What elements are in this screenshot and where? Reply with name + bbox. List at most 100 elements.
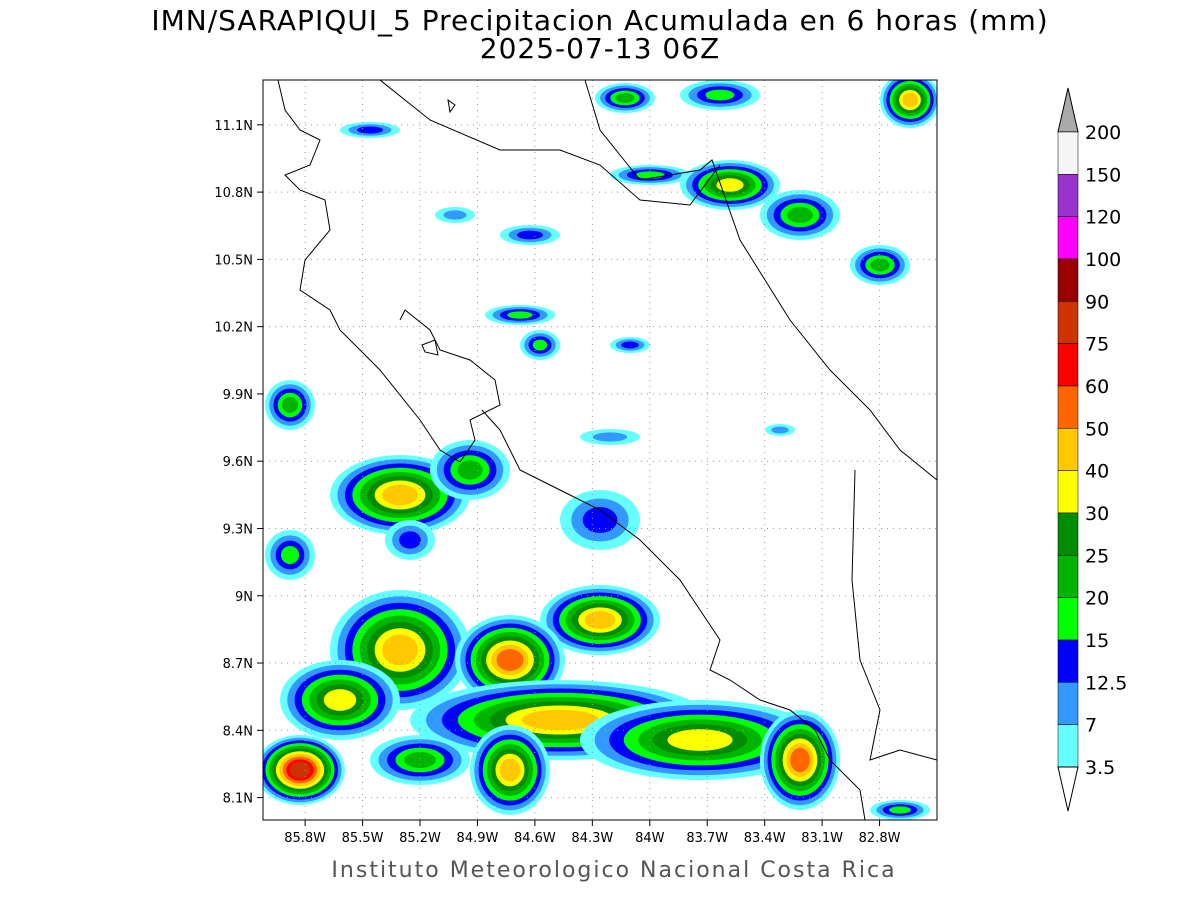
rain-contour <box>584 611 616 629</box>
rain-contour <box>532 339 548 351</box>
y-tick-label: 11.1N <box>214 119 253 134</box>
rain-contour <box>902 92 918 108</box>
colorbar-label: 200 <box>1085 122 1121 144</box>
x-tick-label: 85.8W <box>284 831 326 846</box>
y-tick-label: 8.4N <box>223 724 253 739</box>
colorbar-label: 90 <box>1085 291 1109 313</box>
colorbar-box <box>1057 216 1079 260</box>
rain-contour <box>507 311 533 319</box>
x-tick-label: 85.5W <box>342 831 384 846</box>
footer: Instituto Meteorologico Nacional Costa R… <box>331 858 896 883</box>
rain-contour <box>443 210 467 220</box>
colorbar-box <box>1057 597 1079 641</box>
pacific-coast-south <box>481 409 866 820</box>
colorbar-label: 15 <box>1085 630 1109 652</box>
caribbean-coast <box>584 80 937 481</box>
y-tick-label: 10.2N <box>214 321 253 336</box>
rain-contour <box>716 178 744 192</box>
subtitle: 2025-07-13 06Z <box>480 32 720 65</box>
colorbar-label: 20 <box>1085 588 1109 610</box>
y-tick-label: 9.3N <box>223 522 253 537</box>
x-tick-label: 84.3W <box>571 831 613 846</box>
x-tick-label: 84.6W <box>514 831 556 846</box>
rain-contour <box>499 758 521 782</box>
y-tick-label: 8.7N <box>223 657 253 672</box>
colorbar-box <box>1057 343 1079 387</box>
rain-contour <box>592 432 628 442</box>
rain-contour <box>382 484 418 506</box>
colorbar-box <box>1057 555 1079 598</box>
colorbar-box <box>1057 258 1079 302</box>
rain-contour <box>635 171 665 179</box>
rain-contour <box>357 126 383 134</box>
rain-contour <box>615 93 635 103</box>
colorbar-box <box>1057 131 1079 175</box>
y-tick-label: 10.5N <box>214 253 253 268</box>
panama-border <box>851 469 937 761</box>
plot-frame <box>262 79 938 821</box>
y-tick-label: 9.9N <box>223 388 253 403</box>
x-tick-label: 83.1W <box>801 831 843 846</box>
colorbar-box <box>1057 301 1079 344</box>
pacific-coast <box>277 80 501 463</box>
colorbar-box <box>1057 639 1079 683</box>
colorbar-box <box>1057 724 1079 768</box>
colorbar-label: 50 <box>1085 418 1109 440</box>
rain-contour <box>521 709 599 731</box>
title: IMN/SARAPIQUI_5 Precipitacion Acumulada … <box>151 4 1048 37</box>
lake <box>421 339 439 356</box>
y-tick-label: 10.8N <box>214 186 253 201</box>
x-tick-label: 85.2W <box>399 831 441 846</box>
rain-contour <box>667 729 733 751</box>
colorbar-box <box>1057 512 1079 556</box>
rain-contour <box>787 207 813 223</box>
colorbar-label: 7 <box>1085 715 1097 737</box>
y-tick-label: 8.1N <box>223 792 253 807</box>
colorbar-label: 60 <box>1085 376 1109 398</box>
rain-contour <box>280 545 300 565</box>
x-tick-label: 83.4W <box>744 831 786 846</box>
rain-contour <box>457 460 483 480</box>
colorbar-label: 3.5 <box>1085 757 1115 779</box>
colorbar-label: 120 <box>1085 207 1121 229</box>
rain-contour <box>496 649 524 671</box>
rain-contour <box>870 258 890 272</box>
y-tick-label: 9N <box>235 590 253 605</box>
axis-ticks: 85.8W 85.5W 85.2W 84.9W 84.6W 84.3W 84W 83.7W 83… <box>214 119 900 846</box>
rain-contour <box>790 747 810 773</box>
rain-contour <box>889 806 911 814</box>
colorbar-label: 75 <box>1085 334 1109 356</box>
colorbar-label: 12.5 <box>1085 672 1127 694</box>
colorbar-box <box>1057 682 1079 725</box>
colorbar: 200 150 120 100 90 75 60 50 40 30 25 20 15 12.5 7 3.5 <box>1057 87 1127 812</box>
rain-contour <box>289 762 311 778</box>
rain-contour <box>705 89 735 101</box>
grid <box>263 80 937 820</box>
y-tick-label: 9.6N <box>223 455 253 470</box>
rain-contour <box>282 397 298 413</box>
rain-contour <box>582 507 618 533</box>
precipitation-field <box>263 80 937 820</box>
colorbar-label: 40 <box>1085 461 1109 483</box>
x-tick-label: 83.7W <box>686 831 728 846</box>
rain-contour <box>323 689 357 711</box>
rain-contour <box>382 634 418 666</box>
colorbar-under <box>1057 766 1079 812</box>
colorbar-box <box>1057 174 1079 217</box>
plot-area <box>263 80 937 820</box>
colorbar-label: 150 <box>1085 164 1121 186</box>
rain-contour <box>404 752 436 768</box>
island <box>447 98 456 114</box>
x-tick-label: 82.8W <box>859 831 901 846</box>
rain-contour <box>399 531 421 549</box>
nicaragua-border <box>379 80 721 206</box>
rain-contour <box>517 230 543 240</box>
colorbar-label: 100 <box>1085 249 1121 271</box>
colorbar-box <box>1057 385 1079 429</box>
colorbar-label: 25 <box>1085 545 1109 567</box>
colorbar-label: 30 <box>1085 503 1109 525</box>
rain-contour <box>771 426 789 434</box>
x-tick-label: 84W <box>635 831 665 846</box>
